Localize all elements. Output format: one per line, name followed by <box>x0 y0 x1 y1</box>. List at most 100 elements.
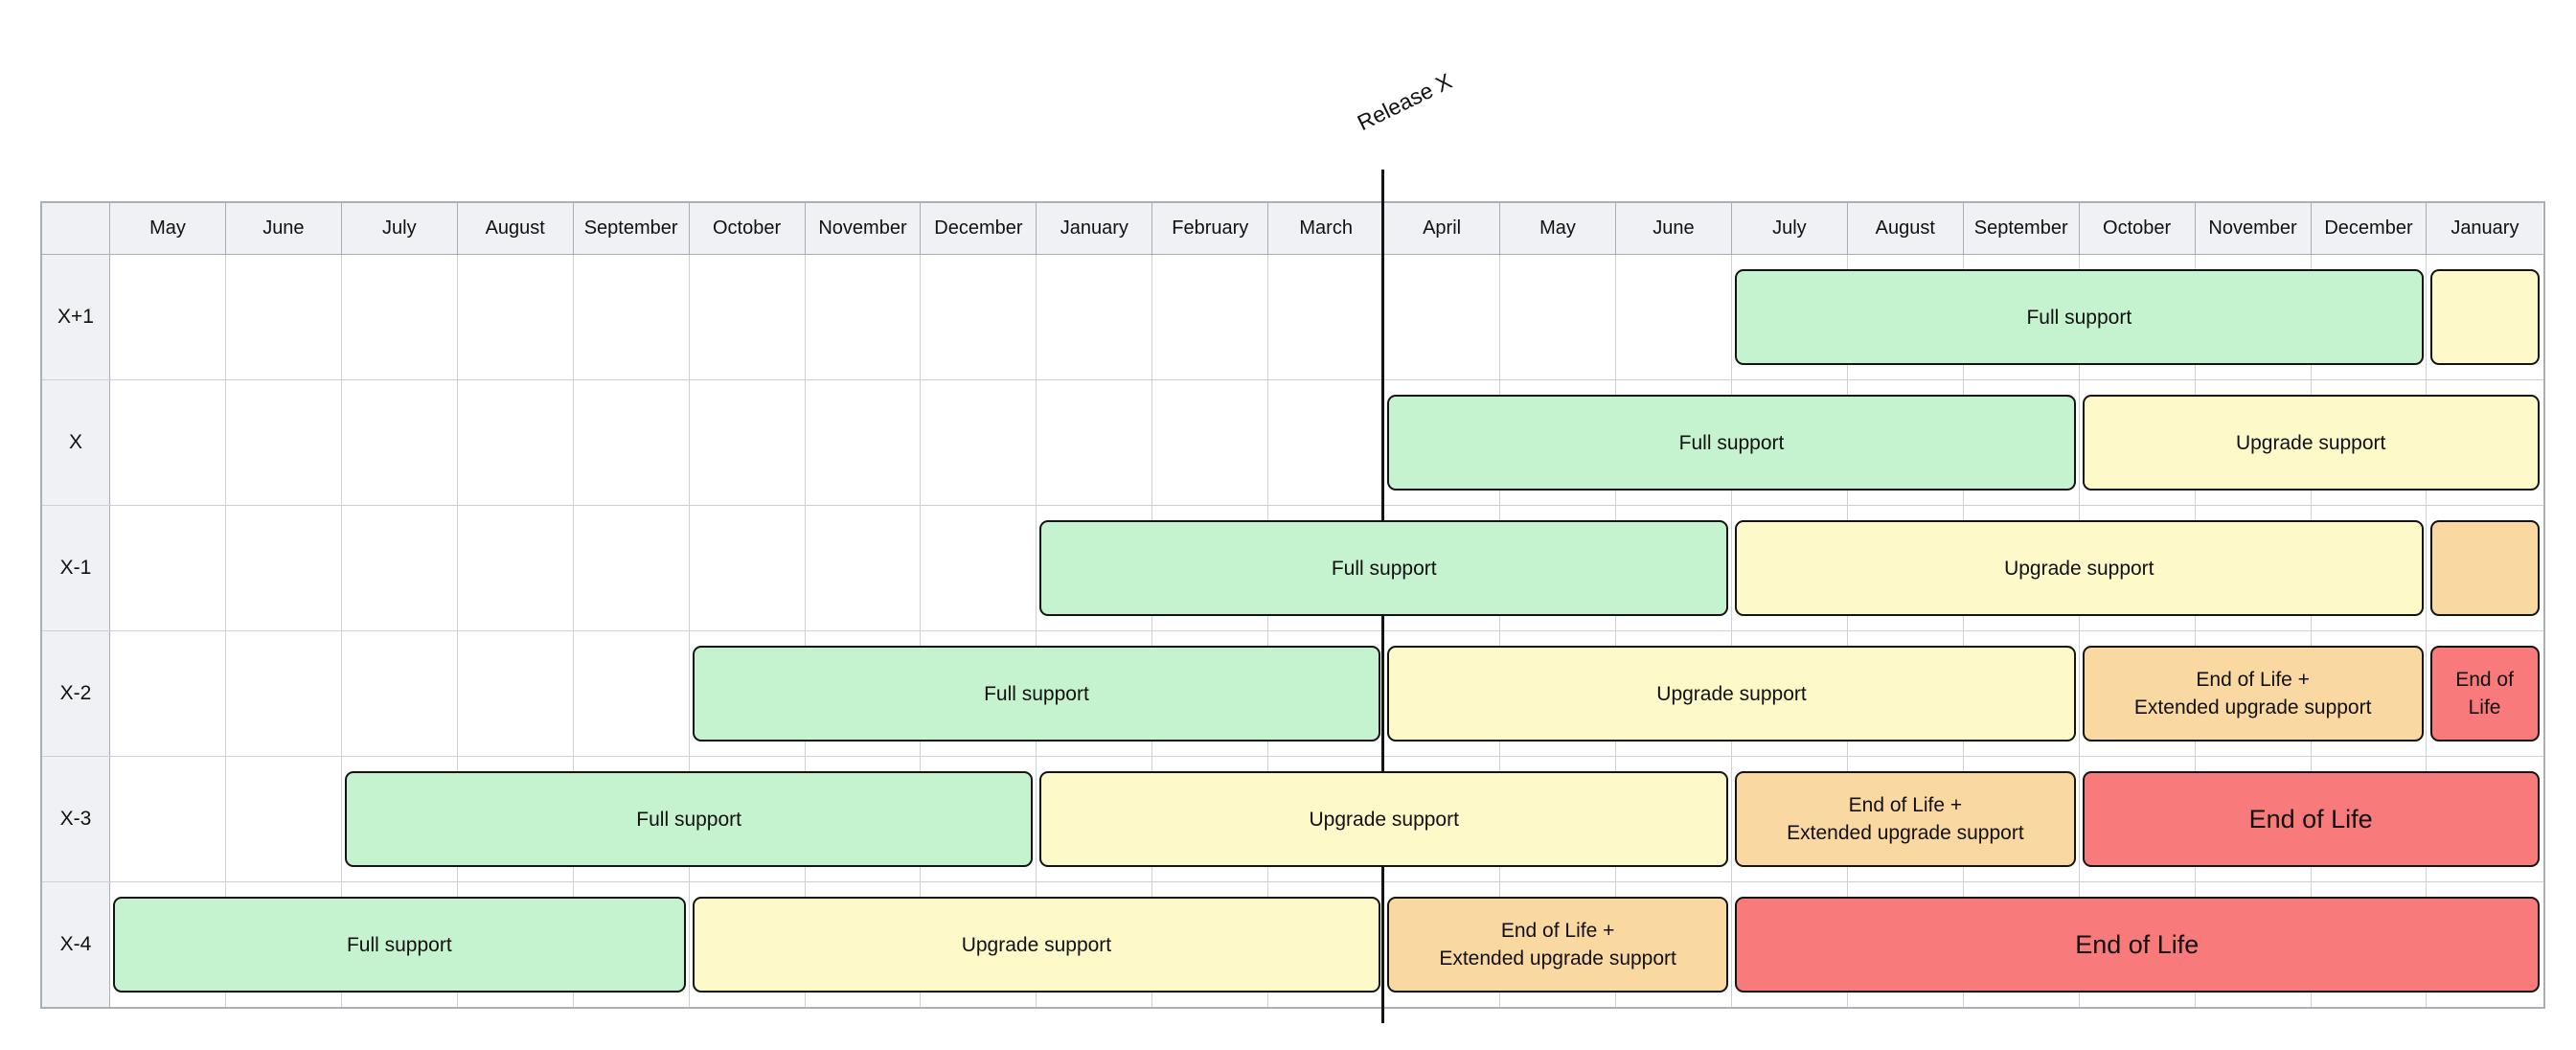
corner-cell <box>42 203 110 254</box>
grid-cell <box>342 631 458 756</box>
grid-cell <box>110 380 226 505</box>
grid-cell <box>458 255 574 379</box>
grid-cell <box>806 255 922 379</box>
support-timeline-table: May June July August September October Novembe… <box>40 201 2545 1009</box>
grid-cell <box>690 255 806 379</box>
grid-cell <box>921 506 1037 630</box>
gantt-bar-label: End of <box>2455 669 2514 691</box>
gantt-bar-label: End of Life + <box>2196 669 2310 691</box>
month-header-cell: April <box>1384 203 1501 254</box>
grid-cell <box>226 631 342 756</box>
release-row-track: Full support Upgrade support End of Life +… <box>110 631 2543 756</box>
gantt-bar-label: End of Life + <box>1848 794 1963 816</box>
grid-cell <box>806 380 922 505</box>
gantt-bar-label: Upgrade support <box>1656 682 1807 705</box>
month-header-cell: October <box>689 203 806 254</box>
release-row-label: X+1 <box>42 255 110 379</box>
grid-cell <box>342 255 458 379</box>
grid-cell <box>574 380 690 505</box>
month-header-cell: November <box>2195 203 2312 254</box>
gantt-bar-end_of_life: End of Life <box>2429 646 2540 742</box>
month-header-cell: August <box>1847 203 1964 254</box>
grid-cell <box>1616 757 1732 881</box>
gantt-bar-label: Full support <box>346 933 452 956</box>
gantt-bar-label: Upgrade support <box>2235 431 2386 454</box>
release-row: X Full support Upgrade support <box>42 380 2543 506</box>
grid-cell <box>226 757 342 881</box>
gantt-bar-upgrade_support: Upgrade support <box>1735 520 2424 616</box>
grid-cell <box>458 506 574 630</box>
gantt-bar-label: Life <box>2468 696 2501 719</box>
grid-cell <box>2312 631 2428 756</box>
grid-cell <box>574 255 690 379</box>
release-row: X-2 Full support Upgrade support End of Lif… <box>42 631 2543 757</box>
gantt-bar-full_support: Full support <box>113 897 686 993</box>
gantt-bar-upgrade_support: Upgrade support <box>2082 395 2540 491</box>
gantt-bar-upgrade_support: Upgrade support <box>1039 771 1729 867</box>
gantt-bar-upgrade_support <box>2429 269 2540 365</box>
grid-cell <box>458 380 574 505</box>
grid-cell <box>806 506 922 630</box>
gantt-bar-label: End of Life <box>2075 930 2200 959</box>
grid-cell <box>574 631 690 756</box>
grid-cell <box>458 631 574 756</box>
grid-cell <box>690 380 806 505</box>
release-row-label: X-1 <box>42 506 110 630</box>
gantt-bar-full_support: Full support <box>1387 395 2076 491</box>
release-marker-label: Release X <box>1353 68 1456 136</box>
gantt-bar-label: Full support <box>984 682 1089 705</box>
release-row-label: X-3 <box>42 757 110 881</box>
release-row-track: Full support Upgrade support End of Life +… <box>110 882 2543 1007</box>
month-header-cell: September <box>1963 203 2080 254</box>
release-row-label: X <box>42 380 110 505</box>
grid-cell <box>110 631 226 756</box>
grid-cell <box>690 506 806 630</box>
grid-cell <box>2312 255 2428 379</box>
grid-cell <box>1964 757 2080 881</box>
month-header-cell: December <box>921 203 1037 254</box>
timeline-body: X+1 Full support X Full support Upgrade supp… <box>42 255 2543 1007</box>
release-row-label: X-2 <box>42 631 110 756</box>
grid-cell <box>1616 506 1732 630</box>
gantt-bar-full_support: Full support <box>1039 520 1729 616</box>
month-header-cell: November <box>805 203 922 254</box>
gantt-bar-label: Upgrade support <box>2004 557 2154 580</box>
grid-cell <box>921 255 1037 379</box>
release-row: X+1 Full support <box>42 255 2543 380</box>
grid-cell <box>1037 255 1153 379</box>
gantt-bar-upgrade_support: Upgrade support <box>692 897 1381 993</box>
grid-cell <box>1268 380 1385 505</box>
grid-cell <box>110 757 226 881</box>
gantt-bar-label: Upgrade support <box>961 933 1112 956</box>
gantt-bar-upgrade_support: Upgrade support <box>1387 646 2076 742</box>
grid-cell <box>2312 506 2428 630</box>
month-header-row: May June July August September October Novembe… <box>42 203 2543 255</box>
gantt-bar-full_support: Full support <box>692 646 1381 742</box>
grid-cell <box>342 380 458 505</box>
month-header-cell: October <box>2079 203 2196 254</box>
month-header-cell: August <box>457 203 574 254</box>
grid-cell <box>1152 380 1269 505</box>
grid-cell <box>574 506 690 630</box>
gantt-bar-label: Full support <box>2026 306 2132 329</box>
grid-cell <box>574 882 690 1007</box>
grid-cell <box>1616 882 1732 1007</box>
gantt-bar-full_support: Full support <box>344 771 1034 867</box>
grid-cell <box>110 255 226 379</box>
grid-cell <box>1964 380 2080 505</box>
release-row-track: Full support Upgrade support <box>110 380 2543 505</box>
gantt-bar-end_of_life: End of Life <box>1735 897 2540 993</box>
gantt-bar-eol_extended_upgrade_support: End of Life + Extended upgrade support <box>1387 897 1728 993</box>
grid-cell <box>1268 255 1385 379</box>
grid-cell <box>1500 255 1616 379</box>
month-header-cell: June <box>225 203 342 254</box>
gantt-bar-end_of_life: End of Life <box>2082 771 2540 867</box>
month-header-cell: May <box>110 203 226 254</box>
month-header-cell: December <box>2311 203 2428 254</box>
release-row: X-1 Full support Upgrade support <box>42 506 2543 631</box>
grid-cell <box>342 506 458 630</box>
month-header-cell: May <box>1500 203 1616 254</box>
release-row: X-3 Full support Upgrade support End of Lif… <box>42 757 2543 882</box>
gantt-bar-label: Extended upgrade support <box>2133 696 2372 719</box>
